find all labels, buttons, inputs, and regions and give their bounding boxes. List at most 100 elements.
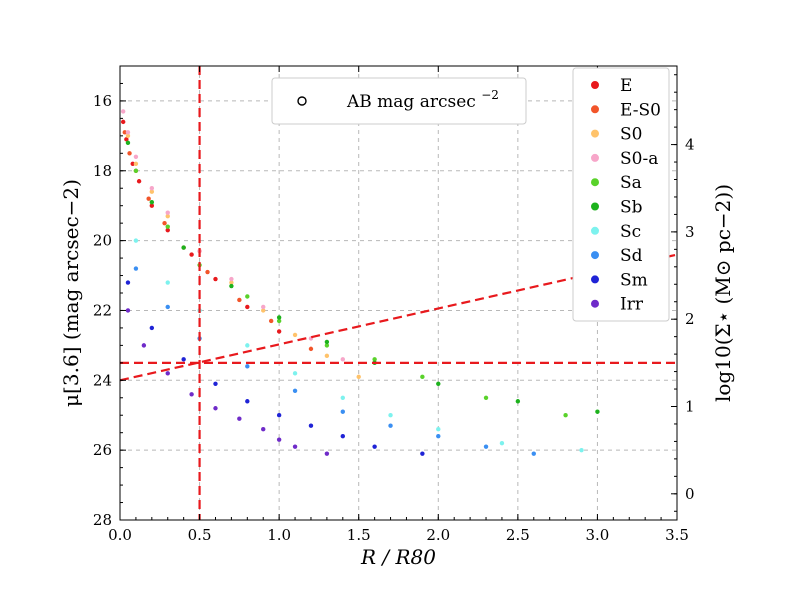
data-point-s0-a <box>261 304 266 310</box>
legend-marker-e <box>591 81 599 89</box>
data-point-sm <box>245 399 250 404</box>
y2-tick-label: 1 <box>685 398 695 416</box>
data-point-sb <box>595 409 600 414</box>
data-point-sm <box>149 325 155 331</box>
data-point-sm <box>308 423 314 428</box>
data-point-sd <box>133 266 139 271</box>
data-point-s0 <box>229 280 234 285</box>
y-tick-label: 26 <box>93 441 112 459</box>
data-point-irr <box>165 371 170 376</box>
legend-label-sc: Sc <box>620 222 641 242</box>
legend-label-e: E <box>620 76 632 96</box>
data-point-e <box>120 119 126 125</box>
y-tick-label: 28 <box>93 511 112 529</box>
data-point-irr <box>237 416 242 421</box>
x-tick-label: 3.5 <box>665 526 689 544</box>
legend-marker-sa <box>591 178 599 187</box>
y2-tick-label: 3 <box>685 223 695 241</box>
data-point-sd <box>483 444 489 449</box>
legend-marker-irr <box>591 299 599 308</box>
data-point-e-s0 <box>146 196 151 201</box>
data-point-irr <box>141 343 147 348</box>
data-point-irr <box>213 406 218 411</box>
x-tick-label: 3.0 <box>585 526 609 544</box>
data-point-e-s0 <box>122 130 127 135</box>
x-tick-label: 0.0 <box>108 526 132 544</box>
data-point-s0 <box>292 332 298 338</box>
y2-tick-label: 4 <box>685 136 695 154</box>
data-point-sb <box>229 283 234 289</box>
data-point-sb <box>515 399 521 404</box>
x-tick-label: 1.5 <box>347 526 371 544</box>
data-point-irr <box>189 392 194 397</box>
data-point-e <box>124 137 129 142</box>
y-axis-label: μ[3.6] (mag arcsec−2) <box>59 179 83 407</box>
data-point-sc <box>499 440 505 446</box>
data-point-sb <box>324 339 330 345</box>
data-point-e-s0 <box>268 318 274 324</box>
data-point-sd <box>292 388 298 393</box>
data-point-s0 <box>356 374 361 380</box>
marker-legend-circle <box>297 96 307 106</box>
legend-marker-sd <box>591 251 599 260</box>
y2-tick-label: 2 <box>685 310 695 328</box>
data-point-sa <box>563 413 568 418</box>
legend-marker-sc <box>591 226 599 235</box>
data-point-sb <box>181 245 186 250</box>
data-point-e-s0 <box>205 269 210 275</box>
data-point-e <box>136 179 142 184</box>
data-point-sc <box>388 413 393 418</box>
data-point-sd <box>340 409 345 414</box>
data-point-sd <box>245 364 250 369</box>
y-tick-label: 24 <box>93 371 112 389</box>
data-point-e-s0 <box>308 346 314 352</box>
legend-label-s0: S0 <box>620 125 642 145</box>
legend: E E-S0 S0 S0-a Sa Sb Sc Sd Sm Irr <box>572 67 670 322</box>
data-point-sb <box>125 140 131 146</box>
marker-legend-box <box>271 77 527 125</box>
legend-label-sd: Sd <box>620 246 643 266</box>
data-point-sb <box>276 315 282 320</box>
data-point-e-s0 <box>237 297 242 303</box>
data-point-sc <box>579 447 584 453</box>
data-point-sa <box>276 318 282 324</box>
marker-legend-superscript: −2 <box>481 88 499 102</box>
data-point-s0-a <box>340 357 345 362</box>
axis-ticks: 0.0 0.5 1.0 1.5 2.0 2.5 3.0 3.51618202224262801… <box>93 66 695 544</box>
data-point-sc <box>436 427 441 432</box>
y-tick-label: 22 <box>93 301 112 319</box>
x-tick-label: 2.5 <box>506 526 530 544</box>
data-point-s0-a <box>229 276 234 282</box>
data-point-e <box>245 304 250 310</box>
reference-lines <box>119 66 678 520</box>
data-point-sa <box>372 357 377 362</box>
data-point-sm <box>276 413 282 418</box>
legend-label-sm: Sm <box>620 270 648 290</box>
legend-label-sb: Sb <box>620 198 643 218</box>
data-point-sc <box>340 395 345 400</box>
data-point-irr <box>125 308 131 313</box>
data-point-s0 <box>324 353 330 359</box>
data-point-sc <box>165 280 170 285</box>
data-point-s0 <box>149 189 155 194</box>
data-point-s0 <box>165 213 170 219</box>
data-point-sc <box>245 343 250 348</box>
marker-legend: AB mag arcsec −2 <box>271 77 527 125</box>
data-point-s0-a <box>133 154 139 159</box>
data-point-sd <box>165 304 170 310</box>
data-point-sa <box>483 395 489 400</box>
data-point-s0 <box>125 133 131 139</box>
data-point-sd <box>388 423 393 428</box>
y-tick-label: 20 <box>93 232 112 250</box>
data-point-s0-a <box>125 130 131 135</box>
y-tick-label: 16 <box>93 92 112 110</box>
data-point-sd <box>436 433 441 439</box>
marker-legend-label: AB mag arcsec −2 <box>346 88 499 112</box>
data-point-e-s0 <box>127 151 132 156</box>
data-point-sd <box>531 451 536 456</box>
legend-label-sa: Sa <box>620 173 642 193</box>
data-point-irr <box>292 444 298 449</box>
data-point-sm <box>340 433 345 439</box>
data-point-sa <box>165 224 170 229</box>
